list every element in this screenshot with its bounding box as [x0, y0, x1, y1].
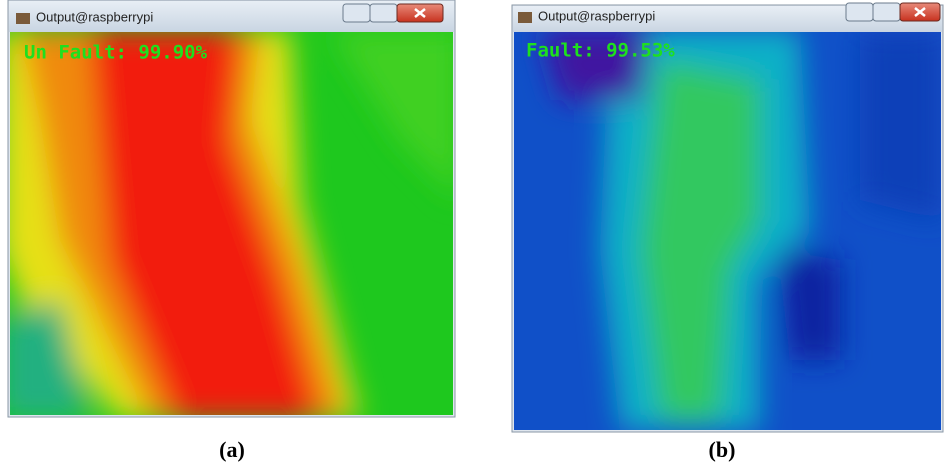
caption: (a) [219, 437, 245, 462]
minimize-button[interactable] [342, 3, 371, 23]
close-icon [914, 7, 926, 17]
close-icon [414, 8, 426, 18]
overlay-text: Fault: 99.53% [526, 40, 675, 62]
caption: (b) [709, 437, 736, 462]
window-controls [845, 2, 941, 22]
heatmap [514, 32, 941, 430]
app-icon [16, 13, 30, 24]
window-controls [342, 3, 444, 23]
window: Output@raspberrypi Fault: 99.53% [511, 2, 944, 433]
minimize-button[interactable] [845, 2, 874, 22]
maximize-button[interactable] [872, 2, 901, 22]
window-title: Output@raspberrypi [538, 8, 655, 23]
window: Output@raspberrypi Un Fault: 99.90% [7, 0, 456, 418]
app-icon [518, 12, 532, 23]
overlay-text: Un Fault: 99.90% [24, 42, 208, 64]
heatmap [10, 32, 453, 415]
window-title: Output@raspberrypi [36, 9, 153, 24]
maximize-button[interactable] [369, 3, 398, 23]
